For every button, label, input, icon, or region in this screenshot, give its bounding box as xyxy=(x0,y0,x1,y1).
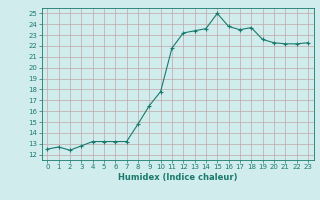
X-axis label: Humidex (Indice chaleur): Humidex (Indice chaleur) xyxy=(118,173,237,182)
